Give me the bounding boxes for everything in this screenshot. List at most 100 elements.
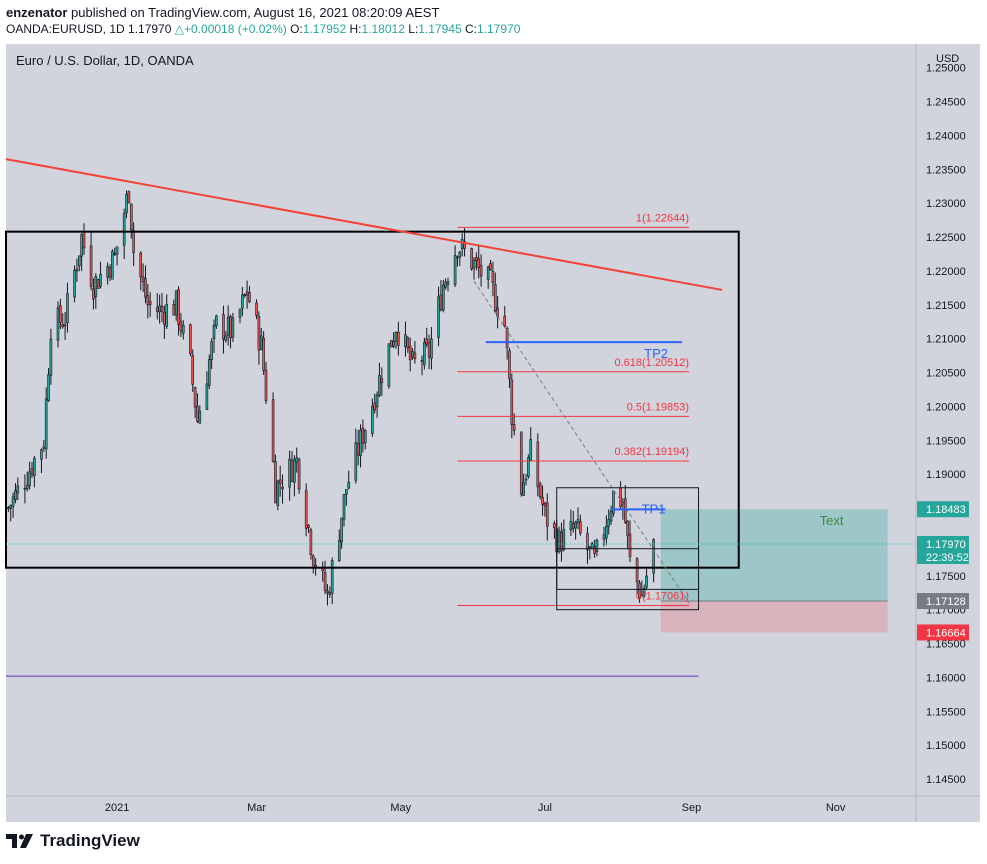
candle-body <box>593 546 596 554</box>
candle-body <box>189 324 192 355</box>
y-tick-label: 1.24500 <box>926 97 966 109</box>
fib-trend-dashed-line[interactable] <box>473 280 690 604</box>
candle-body <box>238 309 242 318</box>
candle-body <box>207 359 211 386</box>
brand-name: TradingView <box>40 831 140 850</box>
x-tick-label: Mar <box>247 802 266 814</box>
candle-body <box>139 252 143 278</box>
candle-body <box>307 525 310 528</box>
y-tick-label: 1.25000 <box>926 63 966 75</box>
candle-body <box>229 316 232 339</box>
candle-body <box>290 460 294 482</box>
candle-body <box>231 317 235 338</box>
y-tick-label: 1.16000 <box>926 672 966 684</box>
candle-body <box>413 352 417 359</box>
candle-body <box>519 432 523 495</box>
candle-body <box>288 458 291 488</box>
candle-body <box>387 343 391 387</box>
candle-body <box>241 294 244 309</box>
candle-body <box>430 338 433 359</box>
x-tick-label: Sep <box>682 802 702 814</box>
position-loss-zone[interactable] <box>660 601 888 633</box>
candle-body <box>77 255 81 267</box>
candle-body <box>125 194 128 214</box>
candle-body <box>224 335 228 341</box>
candle-body <box>96 279 100 289</box>
candle-body <box>274 461 277 504</box>
candle-body <box>619 487 622 507</box>
candle-body <box>543 502 547 507</box>
candle-body <box>326 590 329 593</box>
candle-body <box>262 337 265 371</box>
y-tick-label: 1.23000 <box>926 198 966 210</box>
candle-body <box>212 324 216 340</box>
consolidation-box[interactable] <box>556 548 700 611</box>
candle-body <box>557 530 561 552</box>
candle-body <box>508 350 511 380</box>
price-axis-tag-value: 1.17970 <box>926 539 966 551</box>
candle-body <box>127 191 131 203</box>
open-label: O: <box>290 22 303 36</box>
fib-level-label: 0.382(1.19194) <box>614 446 689 458</box>
candle-body <box>16 485 20 494</box>
candle-body <box>264 369 268 402</box>
candle-body <box>635 558 639 583</box>
candle-body <box>92 288 95 300</box>
candle-body <box>612 490 615 514</box>
candle-body <box>245 291 249 296</box>
author-name[interactable]: enzenator <box>6 5 68 20</box>
candle-body <box>427 342 431 358</box>
candle-body <box>609 510 613 522</box>
candle-body <box>144 278 147 298</box>
candle-body <box>363 430 367 444</box>
candle-body <box>444 281 447 288</box>
position-profit-zone[interactable] <box>660 509 888 602</box>
high-value: 1.18012 <box>361 22 405 36</box>
candle-body <box>524 478 528 481</box>
y-tick-label: 1.20500 <box>926 368 966 380</box>
x-tick-label: Nov <box>826 802 846 814</box>
candle-body <box>281 486 284 490</box>
candle-body <box>626 520 629 536</box>
time-axis-background[interactable] <box>6 796 980 822</box>
x-tick-label: Jul <box>538 802 552 814</box>
candle-body <box>56 307 60 341</box>
range-box[interactable] <box>5 230 740 569</box>
price-axis-background[interactable] <box>916 44 980 796</box>
candle-body <box>571 523 575 529</box>
candle-body <box>328 592 332 595</box>
candle-body <box>42 446 46 449</box>
candle-body <box>375 394 379 408</box>
candle-body <box>505 328 509 348</box>
candle-body <box>373 402 377 411</box>
price-axis-tag <box>917 535 969 564</box>
y-tick-label: 1.21000 <box>926 334 966 346</box>
candle-body <box>196 406 199 422</box>
consolidation-box[interactable] <box>556 487 700 590</box>
candle-body <box>73 269 76 298</box>
candle-body <box>248 292 251 303</box>
candle-body <box>472 259 476 269</box>
plot-background[interactable] <box>6 44 916 796</box>
close-label: C: <box>464 22 477 36</box>
candle-body <box>191 355 195 385</box>
candle-body <box>623 498 627 523</box>
candle-body <box>354 442 358 481</box>
candle-body <box>14 490 17 501</box>
candle-body <box>645 575 648 588</box>
candle-body <box>590 543 594 550</box>
resistance-trendline[interactable] <box>5 158 723 291</box>
footer-brand: TradingView <box>6 831 140 851</box>
candle-body <box>586 533 589 551</box>
candle-body <box>226 316 230 336</box>
candle-body <box>132 230 135 253</box>
position-text-label: Text <box>820 513 844 528</box>
price-axis-tag <box>917 501 969 518</box>
last-price: 1.17970 <box>128 22 172 36</box>
symbol-label: OANDA:EURUSD, 1D <box>6 22 125 36</box>
price-axis-tag <box>917 593 969 610</box>
candle-body <box>293 459 296 483</box>
candle-body <box>579 521 582 534</box>
